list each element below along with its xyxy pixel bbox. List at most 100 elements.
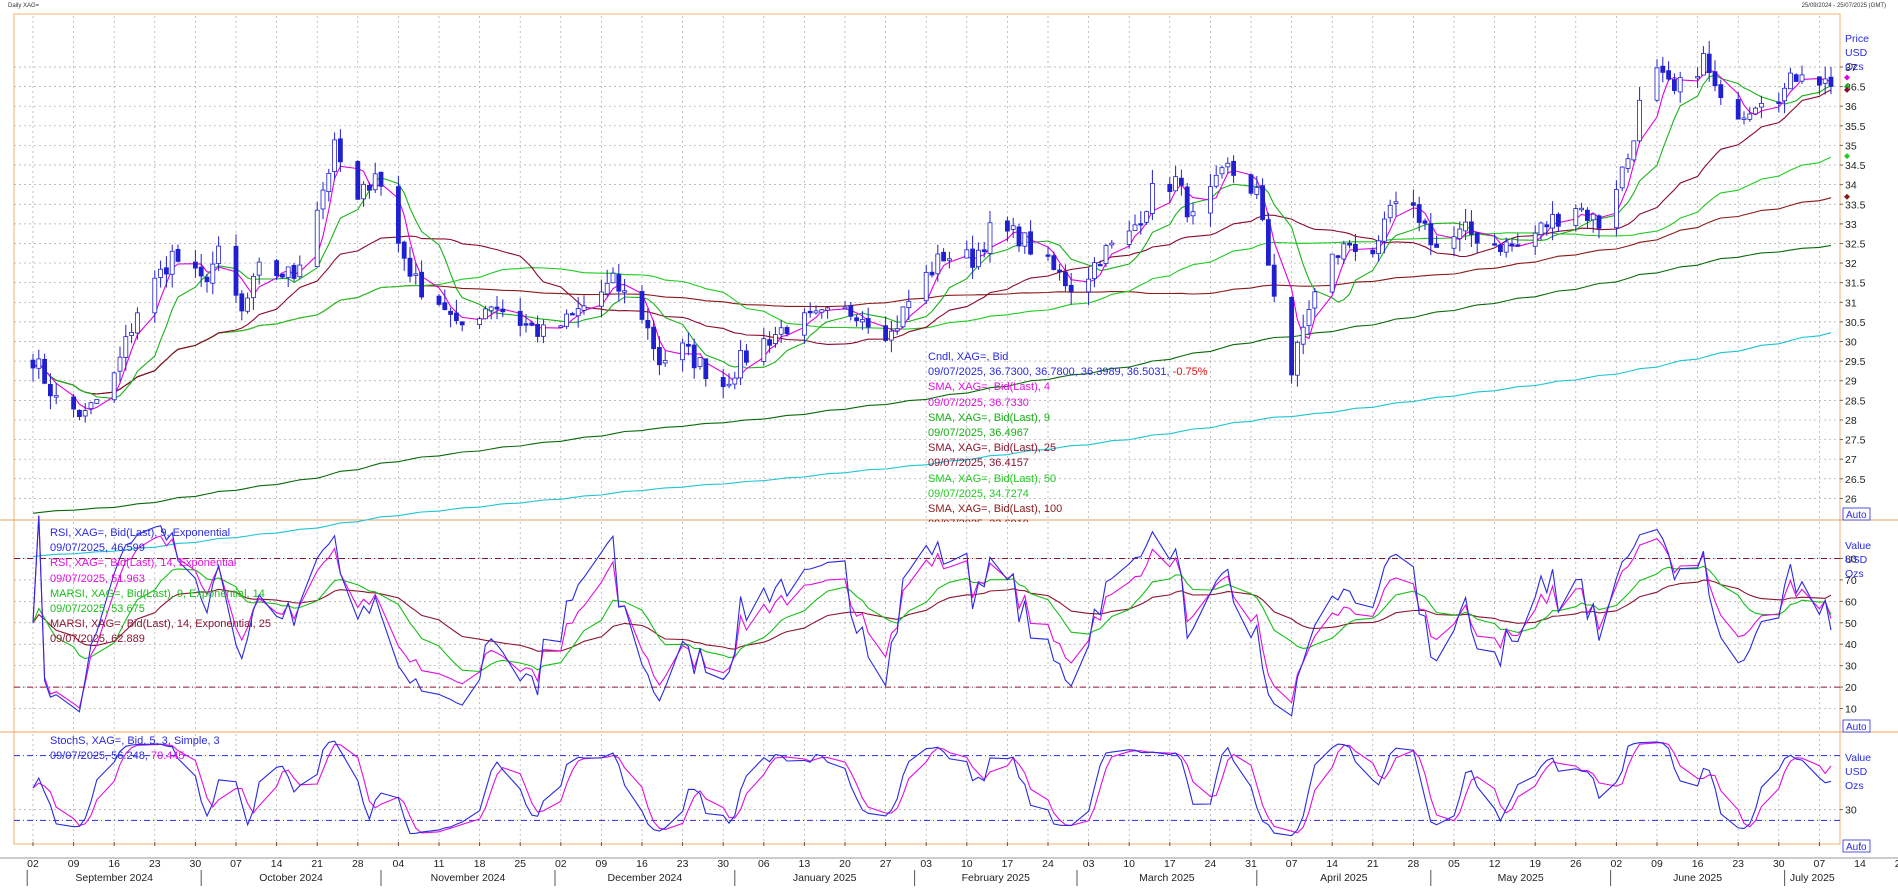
month-label: January 2025 (793, 872, 857, 884)
price-auto-button-label: Auto (1846, 510, 1867, 521)
rsi-legend-text: RSI, XAG=, Bid(Last), 9, Exponential (50, 527, 231, 539)
candle (1208, 173, 1213, 227)
candle-body (604, 282, 610, 295)
candle-body (36, 358, 42, 369)
candle (941, 248, 946, 262)
candle-body (1173, 176, 1178, 192)
price-legend-row: 09/07/2025, 33.6919 (928, 517, 1208, 522)
candle-body (610, 272, 616, 284)
candle-body (198, 266, 204, 277)
candle (1463, 209, 1468, 241)
candle-body (889, 330, 894, 341)
candle-body (987, 222, 993, 254)
price-axis-tick-label: 32 (1845, 258, 1857, 270)
candle (1092, 257, 1097, 288)
price-value-marker (1844, 83, 1850, 90)
month-label: February 2025 (962, 872, 1030, 884)
candle (1393, 191, 1399, 217)
candle-body (111, 372, 117, 401)
candle-body (413, 273, 419, 276)
candle-body (48, 383, 53, 397)
rsi-legend-row: RSI, XAG=, Bid(Last), 9, Exponential (50, 526, 271, 541)
day-tick-label: 09 (1651, 858, 1663, 870)
stoch-legend-text: 09/07/2025, (50, 750, 109, 763)
rsi-legend-text: MARSI, XAG=, Bid(Last), 14, Exponential,… (50, 618, 272, 631)
candle (1347, 239, 1352, 249)
candle-body (622, 290, 627, 293)
candle-body (1828, 76, 1834, 87)
candle-body (1538, 222, 1544, 235)
candle (767, 331, 772, 353)
candle-body (448, 310, 454, 315)
candle (210, 251, 216, 295)
candle (686, 332, 691, 356)
candle-body (1057, 269, 1062, 273)
price-legend-row: Cndl, XAG=, Bid (928, 350, 1208, 365)
candle-body (1306, 309, 1312, 327)
candle (1190, 202, 1196, 225)
candle-body (970, 248, 975, 268)
candle (1097, 260, 1103, 267)
candle-body (1387, 204, 1393, 219)
candle (320, 181, 326, 220)
day-tick-label: 24 (1042, 858, 1054, 870)
candle-body (1266, 219, 1271, 266)
candle (784, 325, 790, 337)
price-legend: Cndl, XAG=, Bid 09/07/2025, 36.7300, 36.7… (928, 350, 1208, 522)
day-tick-label: 30 (717, 858, 729, 870)
candle-body (1474, 232, 1480, 244)
rsi-panel-frame (13, 519, 1841, 733)
month-label: May 2025 (1498, 872, 1544, 884)
axes: 26 26.5 27 27.5 28 28.5 29 29.5 30 30.5 31 31.5 32 32… (26, 33, 1898, 886)
candle (1741, 111, 1747, 125)
candle-body (1817, 76, 1822, 86)
rsi-axis-title: Ozs (1845, 568, 1864, 580)
candle (134, 307, 140, 340)
candle (1295, 340, 1300, 387)
price-plot (30, 40, 1834, 558)
candle-body (1179, 177, 1184, 186)
candle (1254, 176, 1260, 200)
candle-body (1747, 113, 1753, 120)
candle-body (616, 274, 622, 292)
candle (889, 321, 894, 353)
candle-body (564, 313, 569, 327)
candle-body (169, 250, 175, 275)
candle-body (216, 245, 222, 264)
candle-body (1219, 167, 1225, 175)
candle (123, 324, 129, 371)
candle-body (1619, 166, 1625, 189)
candle-body (163, 267, 169, 275)
rsi-axis-title: USD (1845, 554, 1868, 566)
month-label: April 2025 (1320, 872, 1367, 884)
rsi-axis-tick-label: 50 (1845, 618, 1857, 630)
price-axis-tick-label: 31 (1845, 297, 1857, 309)
candle-body (210, 263, 216, 284)
candle (395, 175, 401, 253)
rsi-legend-text: 09/07/2025, 53.675 (50, 602, 145, 615)
day-tick-label: 03 (1083, 858, 1095, 870)
candle-body (395, 186, 401, 244)
candle-body (1028, 231, 1033, 255)
candle (482, 305, 488, 320)
candle-body (1463, 221, 1468, 232)
candle-body (1086, 278, 1091, 293)
candle (285, 266, 291, 288)
candle (1753, 106, 1758, 115)
candle (778, 319, 784, 343)
candle-body (326, 172, 332, 192)
candle (366, 182, 372, 199)
candle-body (703, 358, 709, 380)
price-legend-text: SMA, XAG=, Bid(Last), 9 (928, 411, 1050, 424)
day-tick-label: 10 (961, 858, 973, 870)
price-legend-text: SMA, XAG=, Bid(Last), 100 (928, 502, 1063, 515)
rsi-auto-button (1842, 719, 1871, 733)
month-label: November 2024 (431, 872, 506, 884)
candle-body (1469, 221, 1474, 235)
candle (1150, 169, 1155, 221)
candle-body (1550, 214, 1555, 229)
candle (1271, 253, 1277, 303)
candle-body (1503, 241, 1509, 253)
candle-body (1411, 202, 1416, 206)
